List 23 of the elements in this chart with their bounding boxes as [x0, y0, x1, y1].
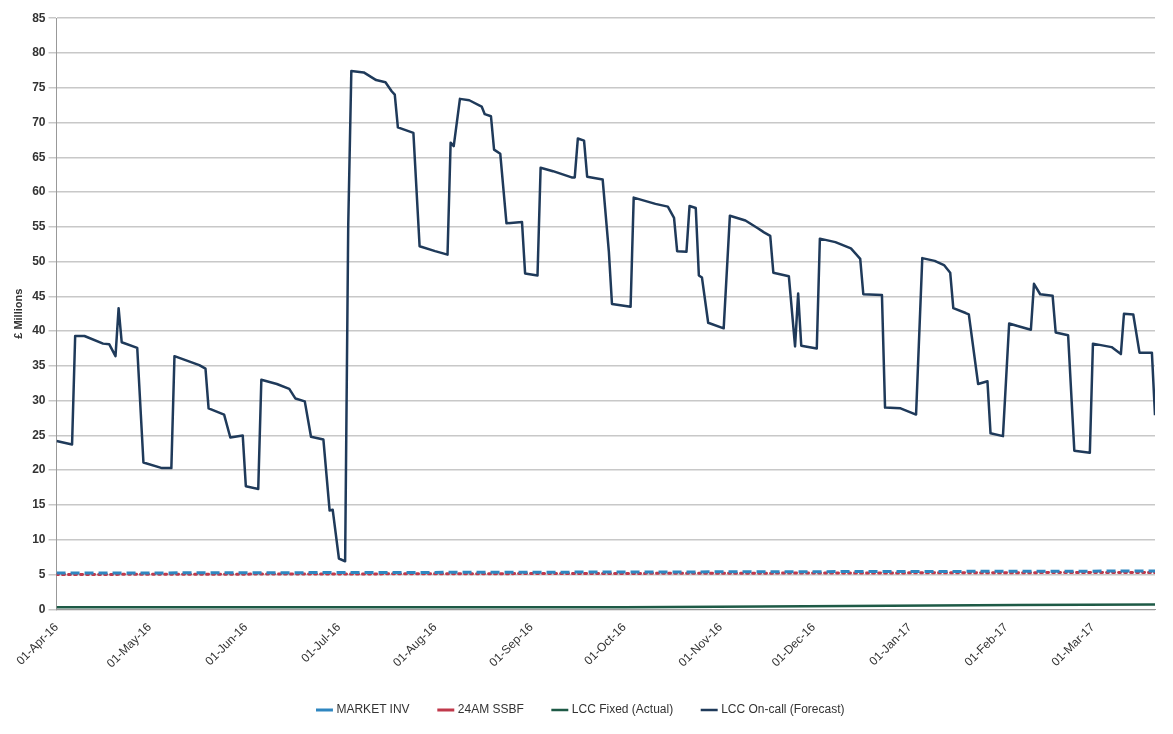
y-tick-label: 35 [32, 358, 46, 373]
legend-label: LCC Fixed (Actual) [571, 702, 674, 717]
legend-label: MARKET INV [336, 702, 410, 717]
y-tick-label: 85 [32, 10, 46, 25]
y-tick-label: 10 [32, 532, 46, 547]
y-tick-label: 20 [32, 462, 46, 477]
y-tick-label: 5 [38, 566, 46, 581]
y-tick-label: 25 [32, 427, 46, 442]
y-tick-label: 50 [32, 253, 46, 268]
y-tick-label: 55 [32, 219, 46, 234]
y-tick-label: 45 [32, 288, 46, 303]
legend-label: LCC On-call (Forecast) [721, 702, 845, 717]
y-tick-label: 70 [32, 114, 46, 129]
y-tick-label: 65 [32, 149, 46, 164]
legend-label: 24AM SSBF [457, 702, 524, 717]
y-tick-label: 60 [32, 184, 46, 199]
y-tick-label: 30 [32, 392, 46, 407]
y-tick-label: 80 [32, 45, 46, 60]
y-tick-label: 75 [32, 80, 46, 95]
y-tick-label: 15 [32, 497, 46, 512]
y-axis-title: £ Millions [11, 288, 24, 339]
y-tick-label: 40 [32, 323, 46, 338]
y-tick-label: 0 [38, 601, 46, 616]
